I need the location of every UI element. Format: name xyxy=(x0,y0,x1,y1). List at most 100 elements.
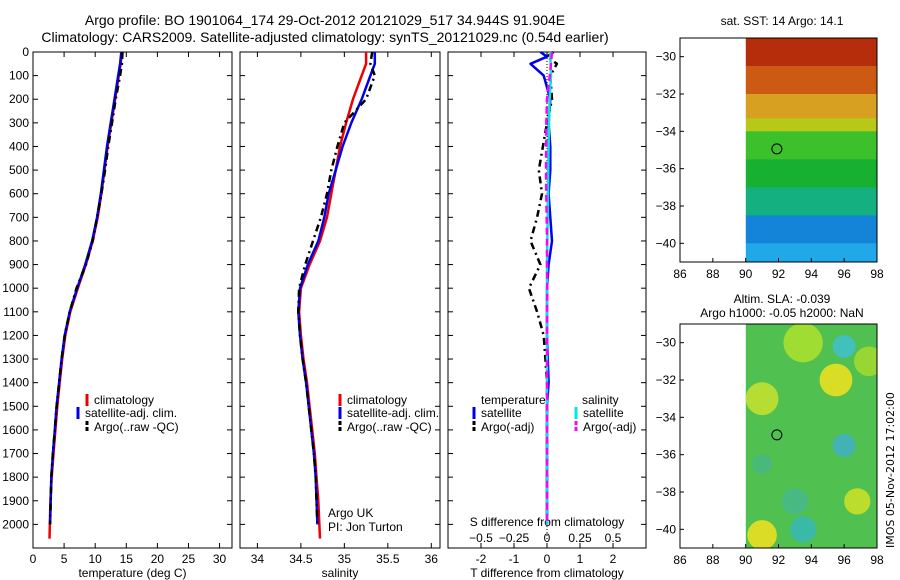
x-tick-label: 90 xyxy=(739,553,753,567)
sst-band xyxy=(745,243,877,262)
y-tick-label: 1300 xyxy=(2,352,29,366)
sst-band xyxy=(745,66,877,95)
series-line-satelliteadj xyxy=(297,52,377,525)
x-tick-label: 20 xyxy=(151,552,165,566)
x-tick-label: 96 xyxy=(837,553,851,567)
s-tick-label: 0.5 xyxy=(605,531,622,545)
plot-frame xyxy=(239,51,441,549)
y-tick-label: 700 xyxy=(9,210,29,224)
sla-anomaly xyxy=(783,324,823,363)
sla-anomaly xyxy=(789,516,817,543)
map-title-sla-1: Altim. SLA: -0.039 xyxy=(734,292,831,306)
x-tick-label: 98 xyxy=(870,267,884,281)
y-tick-label: −34 xyxy=(656,124,677,138)
x-tick-label: 98 xyxy=(870,553,884,567)
y-tick-label: 1900 xyxy=(2,494,29,508)
x-axis-label: T difference from climatology xyxy=(470,566,624,580)
legend-label-temp-argo: Argo(-adj) xyxy=(481,420,534,434)
y-tick-label: 1500 xyxy=(2,399,29,413)
sla-anomaly xyxy=(745,382,779,416)
sst-band xyxy=(745,159,877,188)
y-tick-label: 100 xyxy=(9,69,29,83)
sla-anomaly xyxy=(854,346,878,377)
x-tick-label: -1 xyxy=(509,552,520,566)
title-line-1: Argo profile: BO 1901064_174 29-Oct-2012… xyxy=(84,12,566,28)
x-tick-label: 88 xyxy=(706,553,720,567)
x-tick-label: 35.5 xyxy=(376,552,400,566)
x-tick-label: 92 xyxy=(772,553,786,567)
legend-label-sal-argo: Argo(-adj) xyxy=(583,420,636,434)
title-line-2: Climatology: CARS2009. Satellite-adjuste… xyxy=(41,29,609,45)
x-tick-label: 94 xyxy=(805,267,819,281)
y-tick-label: 1700 xyxy=(2,447,29,461)
sst-band xyxy=(745,38,877,67)
x-tick-label: -2 xyxy=(476,552,487,566)
s-tick-label: 0 xyxy=(544,531,551,545)
temperature-panel: 0 5 10 15 20 25 300100200300400500600700800900… xyxy=(2,45,233,580)
y-tick-label: −34 xyxy=(656,410,677,424)
legend-label-sal-satellite: satellite xyxy=(583,406,624,420)
x-tick-label: 10 xyxy=(89,552,103,566)
sst-band xyxy=(745,94,877,119)
x-tick-label: 35 xyxy=(338,552,352,566)
series-line-argoraw xyxy=(48,51,124,525)
x-tick-label: 96 xyxy=(837,267,851,281)
x-tick-label: 2 xyxy=(610,552,617,566)
legend-label-argo: Argo(..raw -QC) xyxy=(347,420,432,434)
y-tick-label: 1200 xyxy=(2,328,29,342)
sla-anomaly xyxy=(832,433,856,457)
y-tick-label: 900 xyxy=(9,258,29,272)
y-tick-label: 1100 xyxy=(3,305,29,319)
diff-legend: temperature salinity satellite Argo(-adj… xyxy=(472,393,636,434)
salinity-panel: 34 34.5 35 35.5 36 salinity xyxy=(239,51,441,580)
map-title-sla-2: Argo h1000: -0.05 h2000: NaN xyxy=(700,306,863,320)
y-tick-label: 0 xyxy=(22,45,29,59)
y-tick-label: 1000 xyxy=(2,281,29,295)
sal-legend: climatology satellite-adj. clim. Argo(..… xyxy=(338,393,439,434)
series-line-temperature-argoadj xyxy=(527,50,559,525)
legend-heading-salinity: salinity xyxy=(582,393,619,407)
legend-label-climatology: climatology xyxy=(94,393,154,407)
credit-line-2: PI: Jon Turton xyxy=(328,520,403,534)
x-tick-label: 88 xyxy=(706,267,720,281)
x-tick-label: 92 xyxy=(772,267,786,281)
x-tick-label: 86 xyxy=(673,553,687,567)
y-tick-label: −32 xyxy=(656,87,677,101)
sla-anomaly xyxy=(752,454,772,474)
float-position-marker xyxy=(771,143,783,155)
y-tick-label: 1600 xyxy=(2,423,29,437)
y-tick-label: −40 xyxy=(656,236,677,250)
map-data xyxy=(745,38,877,262)
imos-watermark: IMOS 05-Nov-2012 17:02:00 xyxy=(884,392,897,548)
x-axis-label: temperature (deg C) xyxy=(78,566,186,580)
x-tick-label: 5 xyxy=(61,552,68,566)
legend-label-climatology: climatology xyxy=(347,393,407,407)
s-tick-label: 0.25 xyxy=(568,531,592,545)
s-tick-label: −0.5 xyxy=(469,531,493,545)
temp-legend: climatology satellite-adj. clim. Argo(..… xyxy=(76,393,179,434)
sla-map-panel: 86 88 90 92 94 96 98 −30 −32 −34 −36 −38 −40 xyxy=(656,323,884,567)
sla-anomaly xyxy=(781,488,809,515)
plot-frame xyxy=(32,51,233,549)
series-line-salinity-argoadj xyxy=(544,51,554,525)
float-position-marker xyxy=(771,429,783,441)
y-tick-label: 800 xyxy=(9,234,29,248)
x-tick-label: 34 xyxy=(251,552,265,566)
y-tick-label: 200 xyxy=(9,92,29,106)
legend-label-argo: Argo(..raw -QC) xyxy=(94,420,179,434)
x-axis-label: salinity xyxy=(322,566,359,580)
x-tick-label: 36 xyxy=(425,552,439,566)
sst-map-panel: 86 88 90 92 94 96 98 −30 −32 −34 −36 −38 −40 xyxy=(656,37,884,281)
map-title-sst: sat. SST: 14 Argo: 14.1 xyxy=(721,14,844,28)
y-tick-label: 400 xyxy=(9,139,29,153)
sst-band xyxy=(745,187,877,216)
x-tick-label: 30 xyxy=(213,552,227,566)
x-tick-label: 94 xyxy=(805,553,819,567)
sla-anomaly xyxy=(747,520,777,548)
s-tick-label: −0.25 xyxy=(499,531,530,545)
sla-anomaly xyxy=(844,488,871,515)
y-tick-label: −36 xyxy=(656,448,677,462)
map-data xyxy=(745,324,878,548)
x-tick-label: 15 xyxy=(120,552,134,566)
legend-heading-temperature: temperature xyxy=(481,393,546,407)
